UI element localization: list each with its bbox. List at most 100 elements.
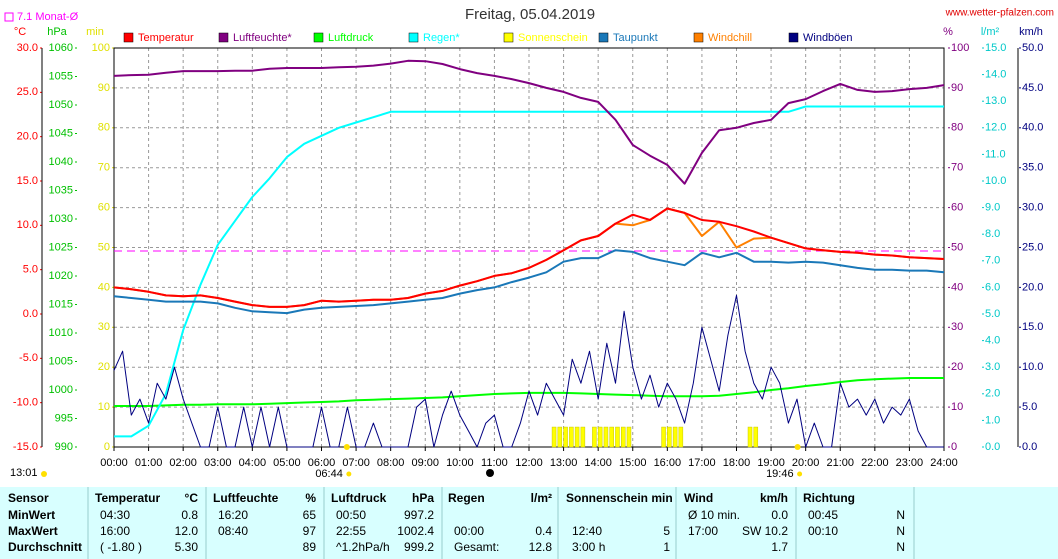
y-tick-label: 40.0 <box>1022 122 1043 134</box>
y-tick-label: 0.0 <box>985 441 1000 453</box>
y-tick-label: 20.0 <box>17 131 38 143</box>
table-header: Richtung <box>803 491 855 505</box>
table-header: °C <box>185 491 199 505</box>
y-tick-label: 50 <box>98 241 110 253</box>
y-tick-label: 70 <box>98 162 110 174</box>
y-tick-label: 1045 <box>49 127 73 139</box>
legend-label: Luftdruck <box>328 32 374 44</box>
legend-swatch <box>408 32 419 43</box>
x-tick-label: 21:00 <box>826 457 854 469</box>
y-tick-label: 1040 <box>49 156 73 168</box>
series-line <box>113 249 945 315</box>
series-line <box>113 59 945 185</box>
sunshine-bar <box>678 426 684 448</box>
sunshine-bar <box>667 426 672 448</box>
x-tick-label: 16:00 <box>654 457 682 469</box>
table-cell: 17:00 <box>688 524 718 538</box>
sunshine-bar <box>574 426 580 448</box>
plot-frame <box>113 47 945 448</box>
y-tick-label: 7.0 <box>985 255 1000 267</box>
sunshine-bar <box>615 426 620 448</box>
x-tick-label: 10:00 <box>446 457 474 469</box>
sunshine-bar <box>747 426 753 448</box>
x-tick-label: 14:00 <box>584 457 612 469</box>
sunshine-bar <box>557 426 563 448</box>
table-cell: 16:00 <box>100 524 130 538</box>
table-header: Temperatur <box>95 491 160 505</box>
table-cell: 89 <box>303 540 317 554</box>
table-cell: 5.30 <box>175 540 199 554</box>
y-tick-label: 995 <box>55 412 73 424</box>
y-tick-label: 10.0 <box>985 175 1006 187</box>
y-tick-label: 15.0 <box>17 175 38 187</box>
legend-label: Windchill <box>708 32 752 44</box>
mean-legend-box <box>4 12 14 22</box>
y-tick-label: 70 <box>951 162 963 174</box>
y-tick-label: -15.0 <box>13 441 38 453</box>
y-tick-label: 100 <box>92 42 110 54</box>
table-cell: SW 10.2 <box>742 524 788 538</box>
x-tick-label: 01:00 <box>135 457 163 469</box>
y-tick-label: 4.0 <box>985 335 1000 347</box>
y-tick-label: 0 <box>951 441 957 453</box>
y-tick-label: 80 <box>98 122 110 134</box>
sunshine-bar <box>563 426 568 448</box>
x-tick-label: 12:00 <box>515 457 543 469</box>
legend-swatch <box>788 32 799 43</box>
y-tick-label: 30.0 <box>1022 202 1043 214</box>
table-cell: 1.7 <box>771 540 788 554</box>
sunshine-bar <box>603 426 609 448</box>
y-tick-label: 90 <box>951 82 963 94</box>
y-tick-label: 60 <box>951 202 963 214</box>
table-cell: 12.0 <box>175 524 199 538</box>
y-tick-label: 0.0 <box>23 308 38 320</box>
sun-event-icon <box>797 471 803 477</box>
y-tick-label: 11.0 <box>985 148 1006 160</box>
table-cell: 22:55 <box>336 524 366 538</box>
y-tick-label: 3.0 <box>985 361 1000 373</box>
day-length: 13:01 <box>10 467 38 479</box>
y-tick-label: 15.0 <box>1022 321 1043 333</box>
row-label: MinWert <box>8 508 55 522</box>
table-cell: 12:40 <box>572 524 602 538</box>
x-tick-label: 07:00 <box>342 457 370 469</box>
y-tick-label: 1000 <box>49 384 73 396</box>
sunshine-bar <box>620 426 626 448</box>
stats-table: Sensor Temperatur °C Luftfeuchte% Luftdruck h… <box>0 487 1058 559</box>
table-header: Regen <box>448 491 485 505</box>
sunshine-bar <box>753 426 759 448</box>
sun-event-label: 06:44 <box>315 468 343 480</box>
x-tick-label: 03:00 <box>204 457 232 469</box>
y-tick-label: 1020 <box>49 270 73 282</box>
table-cell: 0.8 <box>181 508 198 522</box>
y-tick-label: 40 <box>98 281 110 293</box>
y-tick-label: 9.0 <box>985 202 1000 214</box>
chart-title: Freitag, 05.04.2019 <box>465 6 595 23</box>
table-cell: 00:45 <box>808 508 838 522</box>
table-header: Luftdruck <box>331 491 387 505</box>
x-tick-label: 06:00 <box>308 457 336 469</box>
table-cell: N <box>896 524 905 538</box>
sunshine-bar <box>580 426 586 448</box>
table-cell: Ø 10 min. <box>688 508 740 522</box>
y-tick-label: 1060 <box>49 42 73 54</box>
sun-icon <box>41 471 47 477</box>
sun-event-icon <box>346 471 352 477</box>
sun-event-label: 19:46 <box>766 468 794 480</box>
x-tick-label: 05:00 <box>273 457 301 469</box>
y-tick-label: 50 <box>951 241 963 253</box>
y-tick-label: 30.0 <box>17 42 38 54</box>
y-tick-label: 10.0 <box>17 219 38 231</box>
series-line <box>113 207 945 308</box>
y-tick-label: 25.0 <box>1022 241 1043 253</box>
y-tick-label: 20 <box>951 361 963 373</box>
y-tick-label: 50.0 <box>1022 42 1043 54</box>
x-tick-label: 22:00 <box>861 457 889 469</box>
series-line <box>113 294 944 448</box>
legend-label: Windböen <box>803 32 853 44</box>
table-cell: Gesamt: <box>454 540 499 554</box>
legend-label: Regen* <box>423 32 460 44</box>
y-tick-label: 100 <box>951 42 969 54</box>
legend-label: Luftfeuchte* <box>233 32 292 44</box>
